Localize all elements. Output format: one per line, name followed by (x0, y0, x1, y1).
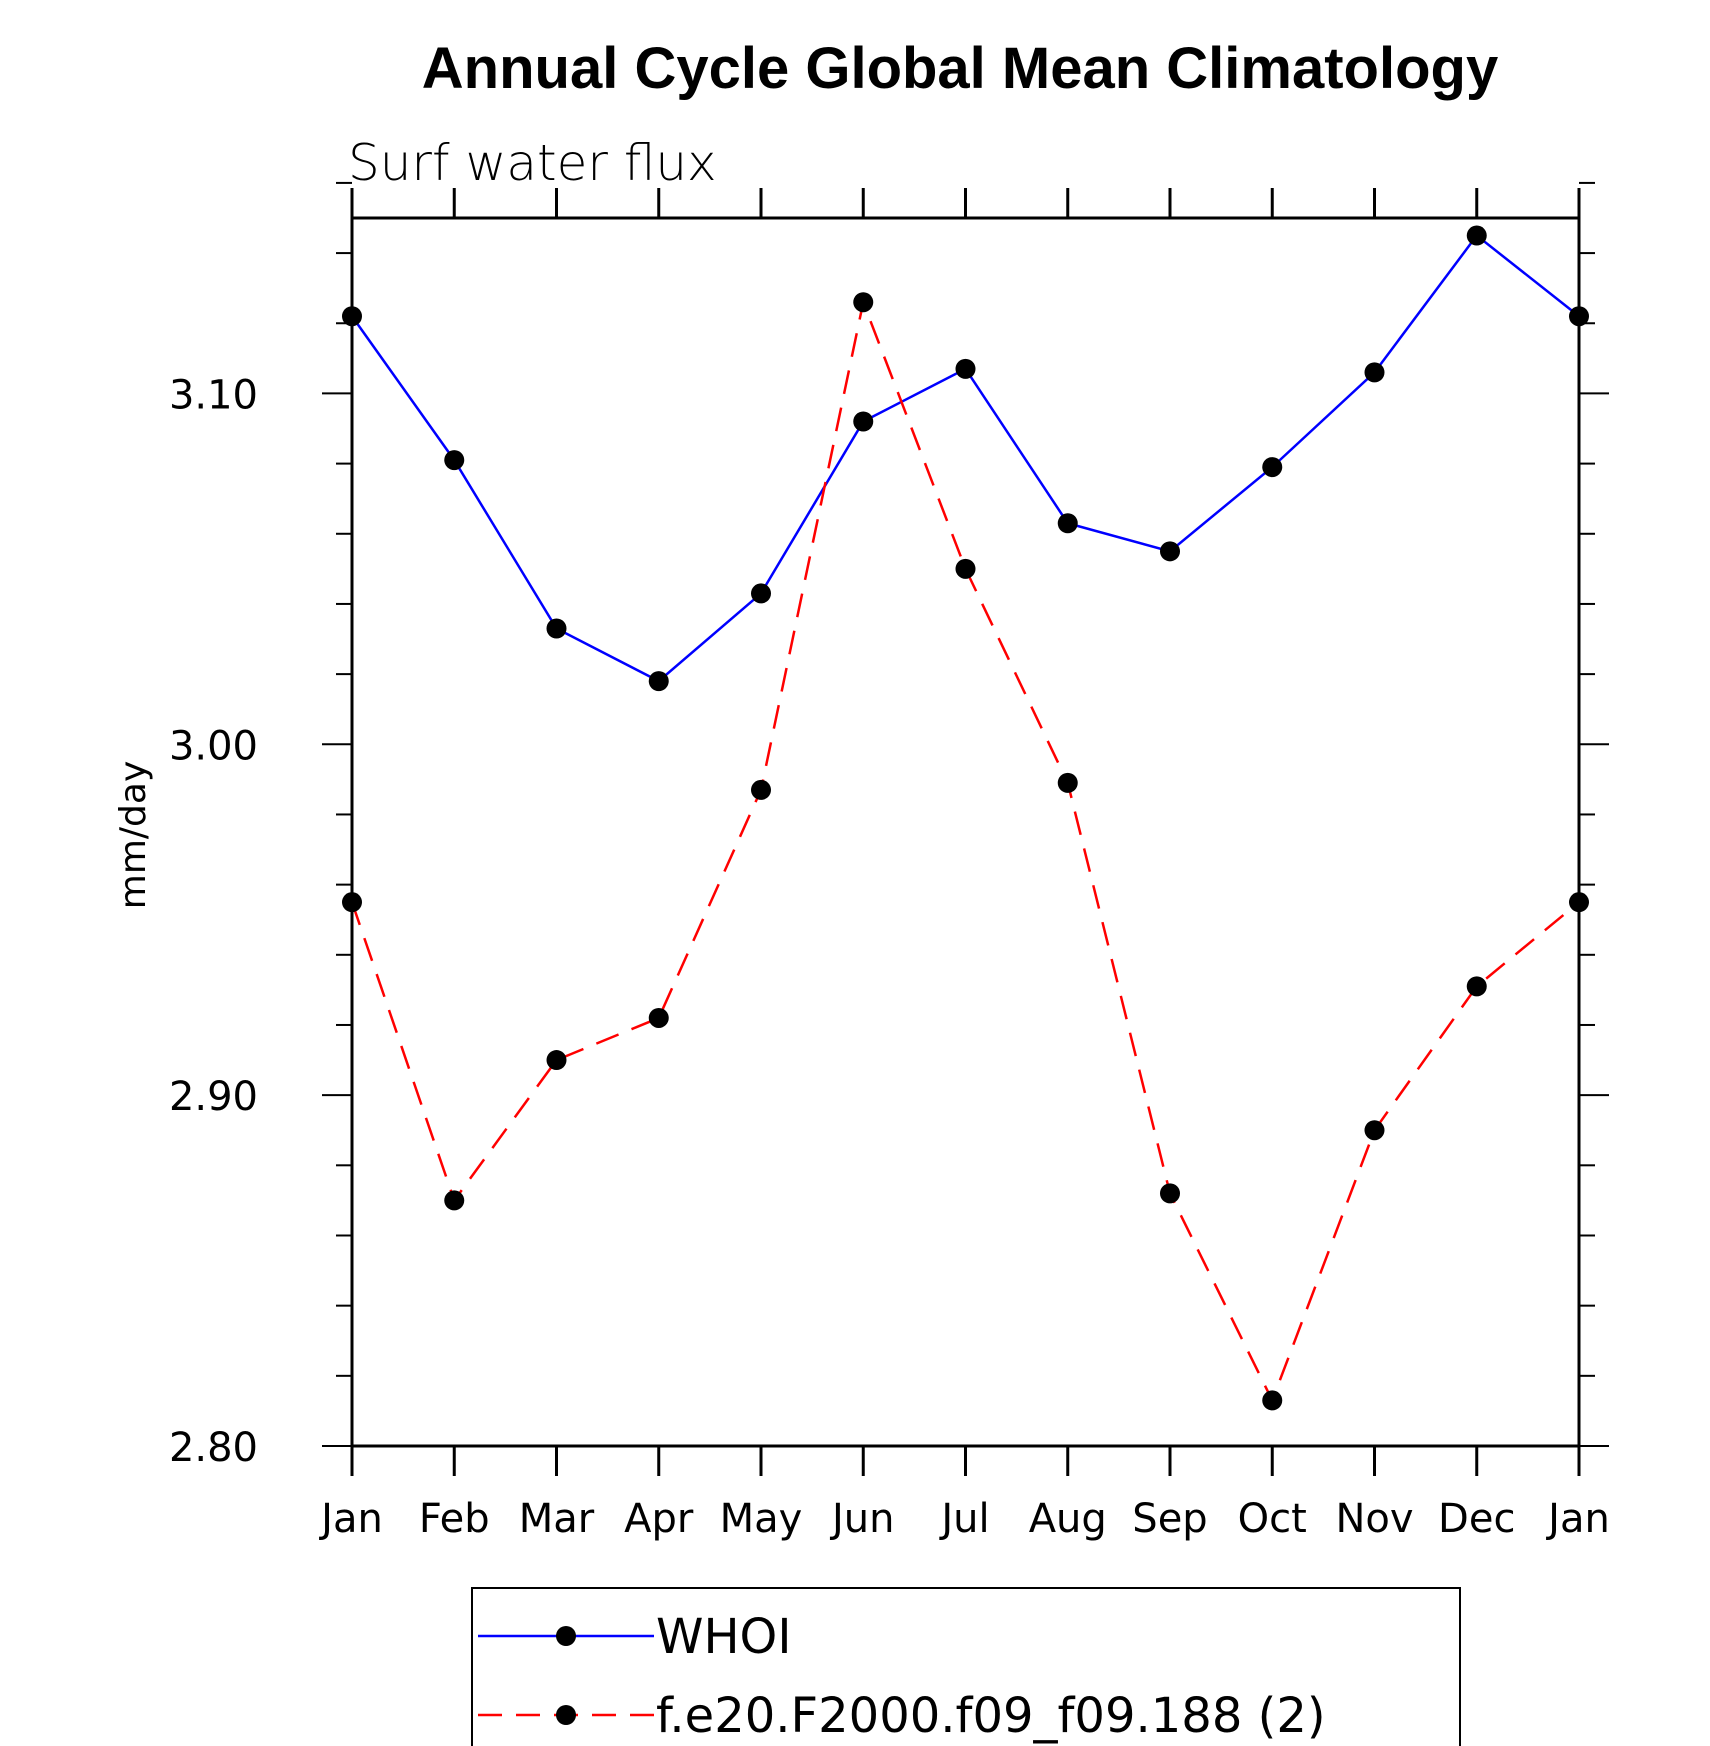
series-line-0 (350, 233, 1580, 683)
data-point (853, 411, 874, 432)
x-tick-label: Aug (1029, 1496, 1107, 1542)
data-point (1466, 225, 1487, 246)
x-tick-label: Jun (829, 1496, 895, 1542)
x-tick-label: Oct (1238, 1496, 1307, 1542)
data-point (1057, 513, 1078, 534)
series-layer (342, 225, 1589, 1411)
legend-label: WHOI (656, 1609, 792, 1665)
x-tick-label: Apr (624, 1496, 694, 1542)
axis-ticks (322, 181, 1609, 1476)
plot-frame (350, 216, 1581, 1448)
data-point (1057, 772, 1078, 793)
data-point (1160, 1183, 1180, 1204)
data-point (751, 583, 771, 604)
data-point (1160, 541, 1180, 562)
x-tick-label: Dec (1438, 1496, 1515, 1542)
legend-label: f.e20.F2000.f09_f09.188 (2) (656, 1688, 1326, 1744)
data-point (1569, 306, 1589, 327)
data-point (1466, 976, 1487, 997)
x-tick-label: Feb (419, 1496, 490, 1542)
x-tick-labels: Jan Feb Mar Apr May Jun Jul Aug Sep Oct Nov Dec Jan (318, 1496, 1610, 1542)
y-tick-label: 3.10 (169, 372, 258, 418)
x-tick-label: Nov (1335, 1496, 1413, 1542)
x-tick-label: Jul (938, 1496, 989, 1542)
legend-box (471, 1587, 1461, 1746)
data-point (648, 1007, 669, 1028)
x-tick-label: Jan (1545, 1496, 1610, 1542)
data-point (444, 450, 465, 471)
data-point (342, 892, 362, 913)
data-point (1364, 1120, 1385, 1141)
y-tick-label: 2.90 (169, 1074, 258, 1120)
x-tick-label: Sep (1132, 1496, 1207, 1542)
data-point (1569, 892, 1589, 913)
y-tick-label: 3.00 (169, 723, 258, 769)
legend: WHOI f.e20.F2000.f09_f09.188 (2) (478, 1609, 1326, 1744)
data-point (342, 306, 362, 327)
y-tick-label: 2.80 (169, 1425, 258, 1471)
x-tick-label: Jan (318, 1496, 383, 1542)
chart-subtitle: Surf water flux (348, 134, 717, 192)
data-point (1262, 1390, 1283, 1411)
data-point (444, 1190, 465, 1211)
chart-title: Annual Cycle Global Mean Climatology (422, 36, 1498, 101)
x-tick-label: May (720, 1496, 803, 1542)
data-point (546, 618, 567, 639)
data-point (1262, 457, 1283, 478)
data-point (648, 671, 669, 692)
data-point (546, 1050, 567, 1071)
data-point (853, 292, 874, 313)
data-point (751, 779, 771, 800)
y-tick-labels: 2.80 2.90 3.00 3.10 (169, 372, 258, 1471)
data-point (955, 358, 976, 379)
y-axis-label: mm/day (113, 761, 154, 909)
data-point (1364, 362, 1385, 383)
legend-marker (556, 1705, 576, 1725)
series-line-1 (350, 297, 1580, 1404)
x-tick-label: Mar (519, 1496, 595, 1542)
legend-marker (556, 1626, 576, 1646)
data-point (955, 558, 976, 579)
